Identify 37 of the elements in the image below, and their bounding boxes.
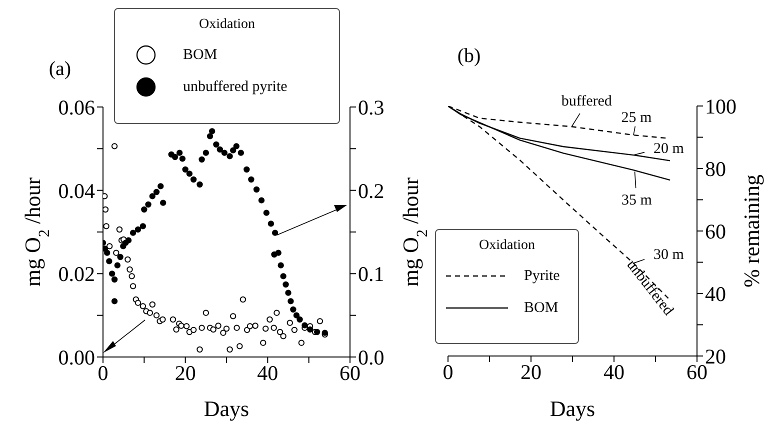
x-tick-label: 0 [98, 360, 108, 385]
chart-title: (b) [457, 45, 481, 67]
legend-label: Pyrite [524, 268, 560, 284]
y-tick-label: 100 [705, 94, 736, 118]
x-tick-label: 60 [340, 360, 360, 385]
y2-tick-label: 0.3 [358, 95, 384, 120]
y2-tick-label: 0.0 [358, 345, 384, 370]
y-tick-label: 20 [705, 344, 726, 368]
x-tick-label: 0 [442, 360, 454, 384]
x-axis-title: Days [550, 396, 596, 421]
y-tick-label: 0.06 [58, 95, 95, 120]
y-tick-label: 0.02 [58, 262, 95, 286]
annotation: 35 m [622, 193, 652, 210]
y2-tick-label: 0.1 [358, 262, 384, 286]
annotation: 25 m [621, 110, 652, 126]
annotation: 30 m [654, 248, 684, 264]
y2-tick-label: 0.2 [358, 178, 384, 203]
y-tick-label: 40 [705, 282, 726, 306]
legend-title: Oxidation [198, 17, 256, 33]
x-tick-label: 20 [520, 360, 542, 384]
y-tick-label: 60 [705, 219, 726, 244]
x-tick-label: 60 [686, 360, 708, 384]
x-tick-label: 20 [174, 360, 196, 385]
y-tick-label: 80 [705, 156, 726, 181]
chart-title: (a) [48, 58, 72, 80]
legend-label: unbuffered pyrite [183, 78, 288, 96]
x-tick-label: 40 [257, 360, 278, 385]
y-axis-title: % remaining [739, 174, 764, 288]
legend-title: Oxidation [478, 238, 536, 254]
legend-label: BOM [524, 300, 558, 316]
y-tick-label: 0.04 [58, 178, 96, 203]
annotation: buffered [561, 94, 612, 110]
y-tick-label: 0.00 [58, 345, 95, 370]
x-tick-label: 40 [604, 360, 624, 384]
annotation: 20 m [654, 142, 684, 158]
x-axis-title: Days [204, 396, 250, 421]
legend-label: BOM [183, 46, 218, 64]
